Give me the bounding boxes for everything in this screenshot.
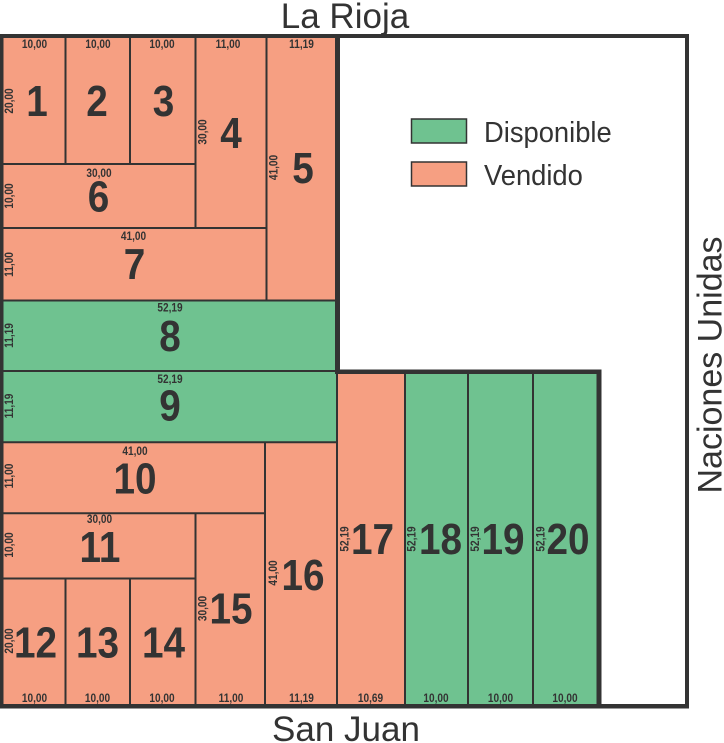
svg-text:5: 5 — [292, 143, 314, 193]
svg-text:30,00: 30,00 — [197, 119, 210, 144]
svg-text:20,00: 20,00 — [3, 88, 16, 113]
svg-text:6: 6 — [88, 171, 110, 221]
svg-text:52,19: 52,19 — [339, 526, 352, 551]
svg-text:8: 8 — [159, 310, 181, 360]
svg-text:2: 2 — [86, 76, 108, 126]
svg-text:10,00: 10,00 — [85, 692, 110, 705]
svg-text:30,00: 30,00 — [86, 167, 111, 180]
svg-text:30,00: 30,00 — [87, 513, 112, 526]
svg-text:3: 3 — [153, 76, 175, 126]
svg-text:52,19: 52,19 — [157, 302, 182, 315]
svg-text:12: 12 — [14, 617, 57, 667]
svg-text:14: 14 — [142, 617, 185, 667]
svg-text:19: 19 — [481, 514, 524, 564]
svg-text:10,00: 10,00 — [423, 692, 448, 705]
svg-text:10: 10 — [113, 453, 156, 503]
svg-text:15: 15 — [209, 583, 252, 633]
svg-text:10,00: 10,00 — [552, 692, 577, 705]
svg-text:10,00: 10,00 — [3, 532, 16, 557]
svg-text:41,00: 41,00 — [268, 155, 281, 180]
svg-text:10,00: 10,00 — [22, 38, 47, 51]
svg-text:11,00: 11,00 — [3, 464, 16, 489]
svg-text:La Rioja: La Rioja — [281, 0, 410, 36]
svg-text:San Juan: San Juan — [272, 710, 420, 743]
svg-text:10,00: 10,00 — [22, 692, 47, 705]
svg-text:9: 9 — [159, 380, 181, 430]
svg-text:10,00: 10,00 — [488, 692, 513, 705]
svg-text:16: 16 — [281, 550, 324, 600]
svg-text:10,00: 10,00 — [85, 38, 110, 51]
svg-text:11,00: 11,00 — [219, 692, 244, 705]
svg-text:52,19: 52,19 — [469, 526, 482, 551]
svg-text:1: 1 — [26, 76, 48, 126]
svg-text:11,00: 11,00 — [3, 252, 16, 277]
svg-text:11,19: 11,19 — [3, 323, 16, 348]
svg-text:10,00: 10,00 — [149, 38, 174, 51]
svg-text:18: 18 — [419, 514, 462, 564]
svg-text:4: 4 — [220, 108, 242, 158]
svg-text:11,19: 11,19 — [289, 38, 314, 51]
svg-text:20: 20 — [546, 514, 589, 564]
svg-text:10,00: 10,00 — [149, 692, 174, 705]
svg-text:11: 11 — [80, 522, 121, 572]
svg-text:41,00: 41,00 — [121, 230, 146, 243]
svg-text:10,69: 10,69 — [358, 692, 383, 705]
svg-text:11,19: 11,19 — [289, 692, 314, 705]
svg-text:11,19: 11,19 — [3, 394, 16, 419]
svg-text:Naciones Unidas: Naciones Unidas — [692, 236, 724, 493]
svg-text:41,00: 41,00 — [267, 560, 280, 585]
svg-text:52,19: 52,19 — [535, 526, 548, 551]
svg-text:13: 13 — [76, 617, 119, 667]
svg-text:30,00: 30,00 — [197, 596, 210, 621]
svg-text:Vendido: Vendido — [484, 159, 583, 191]
svg-text:10,00: 10,00 — [3, 183, 16, 208]
svg-text:Disponible: Disponible — [484, 116, 612, 148]
svg-text:20,00: 20,00 — [3, 628, 16, 653]
svg-text:17: 17 — [351, 514, 394, 564]
svg-text:52,19: 52,19 — [157, 373, 182, 386]
svg-text:7: 7 — [124, 238, 146, 288]
svg-text:11,00: 11,00 — [216, 38, 241, 51]
svg-text:41,00: 41,00 — [122, 445, 147, 458]
svg-text:52,19: 52,19 — [406, 526, 419, 551]
